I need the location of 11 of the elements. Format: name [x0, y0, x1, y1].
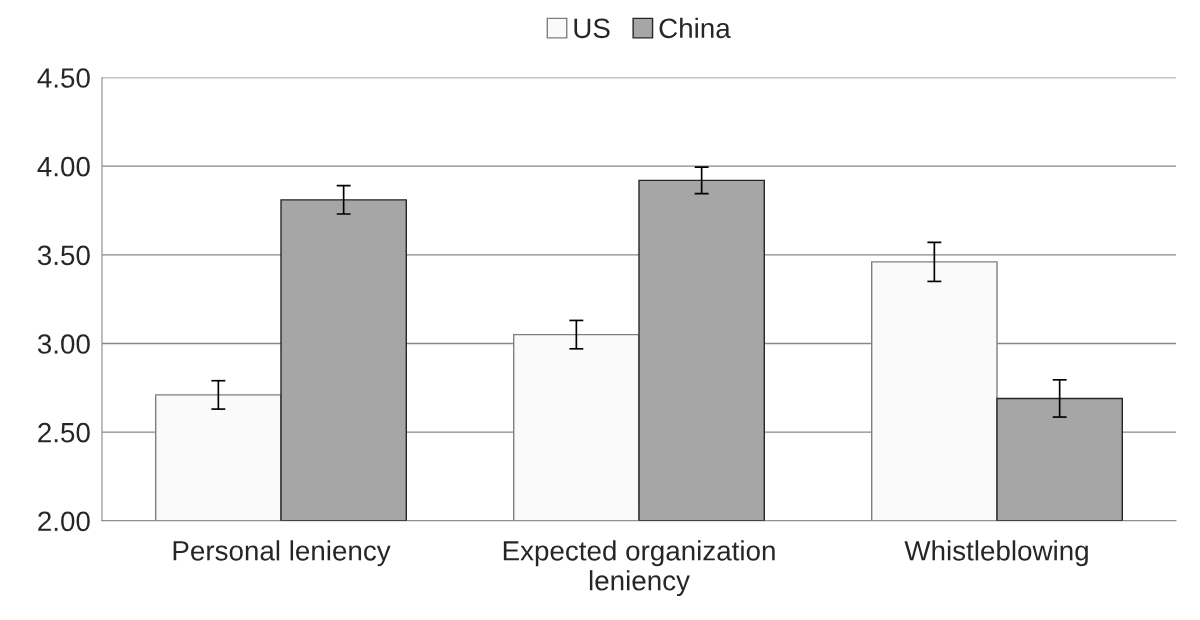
y-tick-label: 3.00	[37, 334, 90, 354]
y-tick-label: 2.00	[38, 511, 90, 532]
x-tick-label: Whistleblowing	[904, 540, 1088, 567]
y-tick-label: 4.50	[37, 68, 90, 88]
y-tick-label: 4.00	[37, 156, 90, 177]
legend-label: China	[659, 17, 731, 39]
legend-label: US	[574, 18, 610, 39]
y-tick-label: 3.50	[37, 245, 90, 266]
x-tick-label: Personal leniency	[173, 540, 391, 567]
x-tick-label: Expected organization leniency	[503, 540, 775, 597]
y-tick-label: 2.50	[38, 422, 90, 443]
